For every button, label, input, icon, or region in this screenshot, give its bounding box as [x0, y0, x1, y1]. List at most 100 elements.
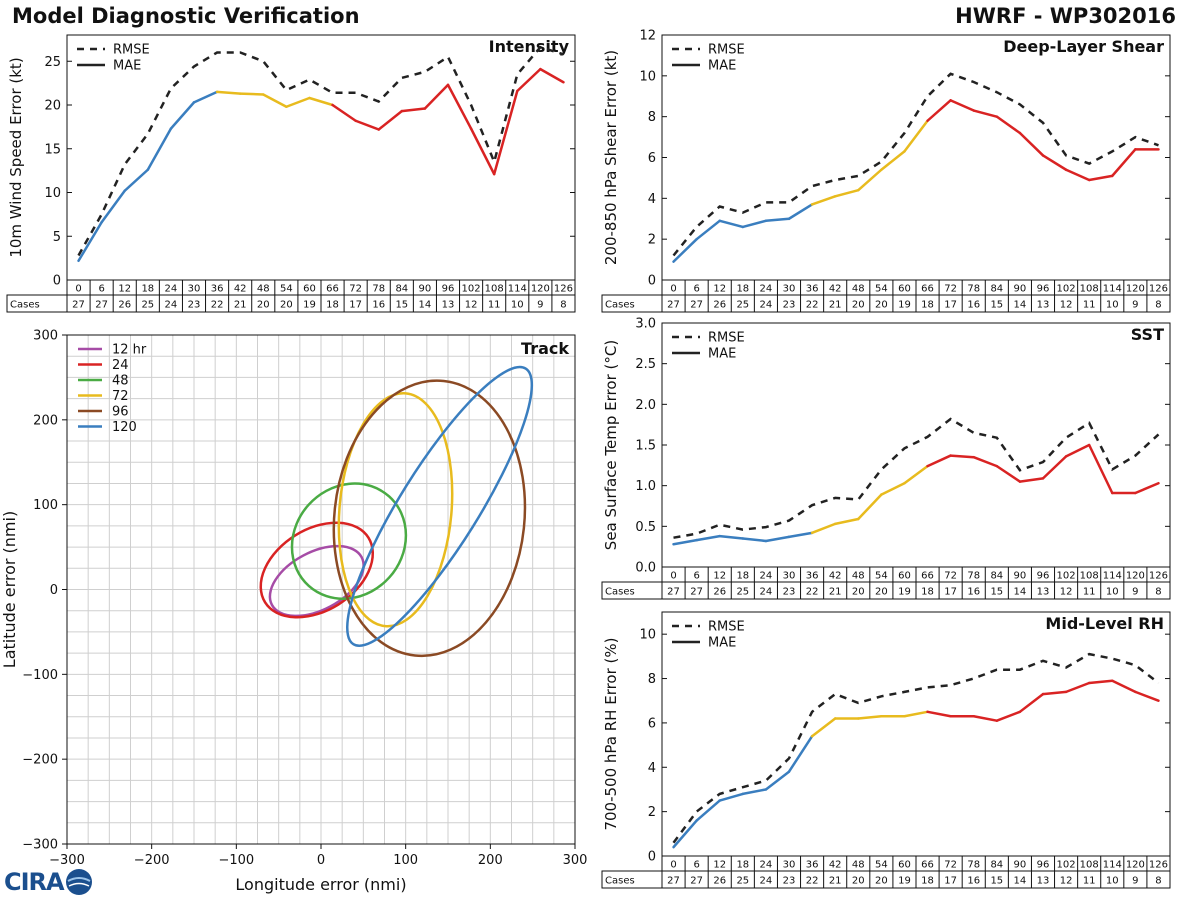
sst-hour-90: 90 — [1014, 571, 1027, 582]
sst-mae-segment — [949, 454, 975, 459]
intensity-y-tick-label: 10 — [44, 186, 61, 201]
rh-cases-54: 20 — [875, 876, 888, 887]
track-legend-label: 120 — [112, 420, 137, 435]
sst-mae-segment — [1041, 455, 1068, 480]
sst-cases-114: 10 — [1106, 587, 1119, 598]
track-y-tick-label: −200 — [22, 753, 58, 768]
rh-cases-114: 10 — [1106, 876, 1119, 887]
intensity-hour-66: 66 — [326, 284, 339, 295]
sst-mae-segment — [972, 455, 999, 468]
intensity-mae-segment — [354, 119, 380, 131]
intensity-mae-segment — [77, 221, 103, 262]
intensity-hour-96: 96 — [442, 284, 455, 295]
shear-y-tick-label: 4 — [648, 192, 656, 207]
shear-y-label: 200-850 hPa Shear Error (kt) — [602, 50, 620, 265]
sst-hour-114: 114 — [1103, 571, 1122, 582]
track-ellipse-96 — [332, 379, 527, 658]
intensity-mae-segment — [262, 93, 288, 108]
sst-mae-segment — [880, 481, 906, 496]
shear-hour-114: 114 — [1103, 284, 1122, 295]
sst-mae-segment — [1087, 443, 1114, 495]
shear-mae-segment — [833, 188, 860, 198]
shear-mae-segment — [949, 99, 975, 112]
rh-hour-72: 72 — [944, 860, 957, 871]
rh-cases-6: 27 — [690, 876, 703, 887]
rh-cases-90: 14 — [1014, 876, 1027, 887]
track-ellipse-120 — [346, 365, 534, 648]
rh-title: Mid-Level RH — [1045, 614, 1164, 633]
shear-cases-126: 8 — [1155, 300, 1161, 311]
sst-cases-90: 14 — [1014, 587, 1027, 598]
intensity-hour-6: 6 — [98, 284, 104, 295]
intensity-hour-0: 0 — [75, 284, 81, 295]
shear-y-tick-label: 8 — [648, 110, 656, 125]
shear-cases-0: 27 — [667, 300, 680, 311]
sst-hour-6: 6 — [693, 571, 699, 582]
intensity-cases-72: 17 — [349, 300, 362, 311]
rh-legend-mae: MAE — [708, 636, 736, 651]
rh-mae-segment — [1041, 690, 1068, 696]
track-legend-label: 12 hr — [112, 343, 147, 358]
intensity-cases-row — [6, 294, 576, 313]
intensity-y-tick-label: 0 — [53, 274, 61, 289]
shear-mae-segment — [764, 217, 791, 223]
shear-hour-0: 0 — [670, 284, 676, 295]
rh-y-tick-label: 0 — [648, 850, 656, 865]
intensity-mae-segment — [377, 109, 404, 131]
rh-hour-36: 36 — [806, 860, 819, 871]
intensity-cases-114: 10 — [511, 300, 524, 311]
shear-y-tick-label: 10 — [639, 69, 656, 84]
intensity-mae-segment — [539, 67, 565, 84]
intensity-hour-48: 48 — [257, 284, 270, 295]
rh-hour-126: 126 — [1149, 860, 1168, 871]
sst-cases-84: 15 — [990, 587, 1003, 598]
rh-rmse-line — [672, 652, 1160, 844]
rh-legend-rmse: RMSE — [708, 620, 745, 635]
rh-cases-42: 21 — [829, 876, 842, 887]
sst-legend-mae: MAE — [708, 347, 736, 362]
shear-hour-60: 60 — [898, 284, 911, 295]
shear-cases-row — [601, 294, 1171, 313]
rh-hour-18: 18 — [736, 860, 749, 871]
shear-mae-segment — [1064, 168, 1091, 182]
track-x-tick-label: 0 — [317, 853, 325, 868]
sst-y-tick-label: 3.0 — [635, 317, 656, 332]
intensity-hour-42: 42 — [234, 284, 247, 295]
sst-cases-36: 22 — [806, 587, 819, 598]
intensity-cases-0: 27 — [72, 300, 85, 311]
rh-cases-12: 26 — [713, 876, 726, 887]
globe-icon — [65, 869, 92, 895]
intensity-cases-108: 11 — [488, 300, 501, 311]
sst-y-tick-label: 0.5 — [635, 520, 656, 535]
shear-mae-segment — [672, 237, 698, 263]
sst-hour-54: 54 — [875, 571, 888, 582]
sst-cases-48: 20 — [852, 587, 865, 598]
intensity-mae-segment — [492, 89, 519, 176]
rh-cases-36: 22 — [806, 876, 819, 887]
shear-mae-segment — [1041, 154, 1068, 171]
intensity-mae-segment — [169, 101, 196, 130]
sst-cases-30: 23 — [783, 587, 796, 598]
sst-hour-66: 66 — [921, 571, 934, 582]
rh-hour-120: 120 — [1126, 860, 1145, 871]
rh-mae-segment — [1087, 679, 1114, 685]
intensity-mae-segment — [192, 90, 219, 104]
shear-mae-segment — [857, 168, 883, 192]
rh-cases-24: 24 — [760, 876, 773, 887]
rh-hour-48: 48 — [852, 860, 865, 871]
intensity-cases-36: 22 — [211, 300, 224, 311]
shear-hour-72: 72 — [944, 284, 957, 295]
rh-cases-96: 13 — [1037, 876, 1050, 887]
intensity-hour-126: 126 — [554, 284, 573, 295]
rh-hour-66: 66 — [921, 860, 934, 871]
sst-hour-42: 42 — [829, 571, 842, 582]
rh-mae-segment — [810, 717, 837, 738]
intensity-y-tick-label: 25 — [44, 55, 61, 70]
rh-y-tick-label: 6 — [648, 716, 656, 731]
intensity-y-label: 10m Wind Speed Error (kt) — [7, 57, 25, 257]
intensity-cases-60: 19 — [303, 300, 316, 311]
rh-hour-102: 102 — [1057, 860, 1076, 871]
shear-cases-label: Cases — [605, 300, 635, 311]
intensity-y-tick-label: 15 — [44, 142, 61, 157]
shear-hour-36: 36 — [806, 284, 819, 295]
